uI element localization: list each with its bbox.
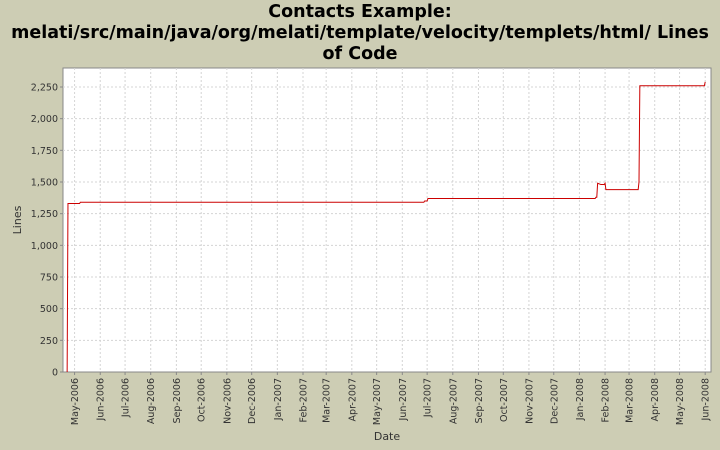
chart-title-line-3: of Code xyxy=(322,44,398,64)
y-tick-label: 1,000 xyxy=(31,241,58,252)
y-tick-label: 250 xyxy=(40,336,58,347)
x-tick-label: Jan-2008 xyxy=(575,378,586,421)
y-tick-label: 2,250 xyxy=(31,83,58,94)
x-tick-label: Sep-2006 xyxy=(172,378,183,424)
x-tick-label: Mar-2007 xyxy=(322,378,333,423)
grid-lines xyxy=(63,68,711,372)
x-tick-label: Jun-2007 xyxy=(398,378,409,421)
x-tick-label: Aug-2007 xyxy=(448,378,459,424)
chart-title-line-1: Contacts Example: xyxy=(268,2,452,22)
x-tick-label: Dec-2006 xyxy=(247,378,258,424)
y-axis: 0 250 500 750 1,000 1,250 1,500 1,750 2,000 2,250 xyxy=(31,83,63,379)
x-tick-label: Feb-2008 xyxy=(601,378,612,422)
x-axis-label: Date xyxy=(374,430,401,443)
x-tick-label: May-2006 xyxy=(70,378,81,425)
y-tick-label: 2,000 xyxy=(31,114,58,125)
y-tick-label: 1,750 xyxy=(31,146,58,157)
x-tick-label: Nov-2007 xyxy=(524,378,535,424)
x-tick-label: Feb-2007 xyxy=(299,378,310,422)
x-tick-label: May-2008 xyxy=(675,378,686,425)
x-tick-label: Oct-2007 xyxy=(499,378,510,422)
x-tick-label: Sep-2007 xyxy=(474,378,485,424)
y-tick-label: 1,250 xyxy=(31,209,58,220)
x-tick-label: Apr-2007 xyxy=(347,378,358,421)
y-tick-label: 1,500 xyxy=(31,178,58,189)
x-tick-label: Apr-2008 xyxy=(650,378,661,421)
series-line xyxy=(66,81,706,373)
y-axis-label: Lines xyxy=(11,205,24,234)
x-axis: May-2006 Jun-2006 Jul-2006 Aug-2006 Sep-2006… xyxy=(70,372,712,425)
x-tick-label: Jan-2007 xyxy=(273,378,284,421)
plot-area xyxy=(62,67,712,373)
x-tick-label: May-2007 xyxy=(372,378,383,425)
x-tick-label: Oct-2006 xyxy=(197,378,208,422)
x-tick-label: Jul-2007 xyxy=(423,378,434,418)
x-tick-label: Nov-2006 xyxy=(222,378,233,424)
chart-title: Contacts Example: melati/src/main/java/o… xyxy=(0,0,720,65)
x-tick-label: Jun-2008 xyxy=(701,378,712,421)
x-tick-label: Mar-2008 xyxy=(625,378,636,423)
chart-title-line-2: melati/src/main/java/org/melati/template… xyxy=(11,23,709,43)
x-tick-label: Aug-2006 xyxy=(146,378,157,424)
x-tick-label: Jun-2006 xyxy=(96,378,107,421)
y-tick-label: 500 xyxy=(40,304,58,315)
x-tick-label: Jul-2006 xyxy=(121,378,132,418)
y-tick-label: 0 xyxy=(52,368,58,379)
x-tick-label: Dec-2007 xyxy=(549,378,560,424)
y-tick-label: 750 xyxy=(40,273,58,284)
